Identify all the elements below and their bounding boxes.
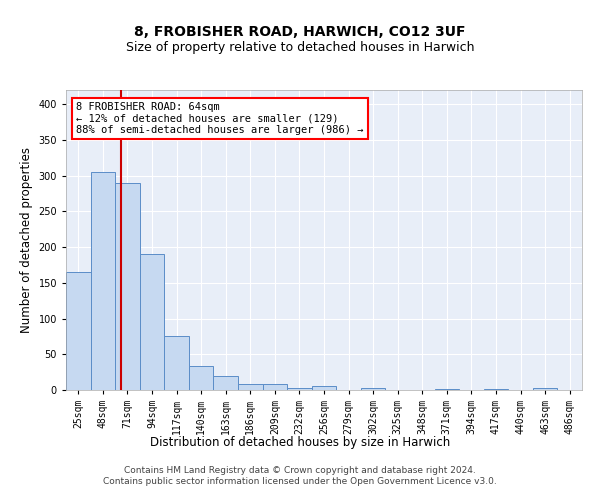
Bar: [115, 183, 140, 390]
Bar: [189, 366, 214, 390]
Text: 8, FROBISHER ROAD, HARWICH, CO12 3UF: 8, FROBISHER ROAD, HARWICH, CO12 3UF: [134, 26, 466, 40]
Bar: [434, 388, 459, 390]
Text: Contains HM Land Registry data © Crown copyright and database right 2024.
Contai: Contains HM Land Registry data © Crown c…: [103, 466, 497, 485]
Bar: [287, 388, 312, 390]
Bar: [263, 384, 287, 390]
Bar: [361, 388, 385, 390]
Y-axis label: Number of detached properties: Number of detached properties: [20, 147, 33, 333]
Bar: [484, 388, 508, 390]
Bar: [533, 388, 557, 390]
Bar: [214, 376, 238, 390]
Bar: [238, 384, 263, 390]
Bar: [140, 254, 164, 390]
Text: Distribution of detached houses by size in Harwich: Distribution of detached houses by size …: [150, 436, 450, 449]
Text: 8 FROBISHER ROAD: 64sqm
← 12% of detached houses are smaller (129)
88% of semi-d: 8 FROBISHER ROAD: 64sqm ← 12% of detache…: [76, 102, 364, 135]
Bar: [164, 336, 189, 390]
Bar: [66, 272, 91, 390]
Bar: [312, 386, 336, 390]
Text: Size of property relative to detached houses in Harwich: Size of property relative to detached ho…: [126, 41, 474, 54]
Bar: [91, 172, 115, 390]
